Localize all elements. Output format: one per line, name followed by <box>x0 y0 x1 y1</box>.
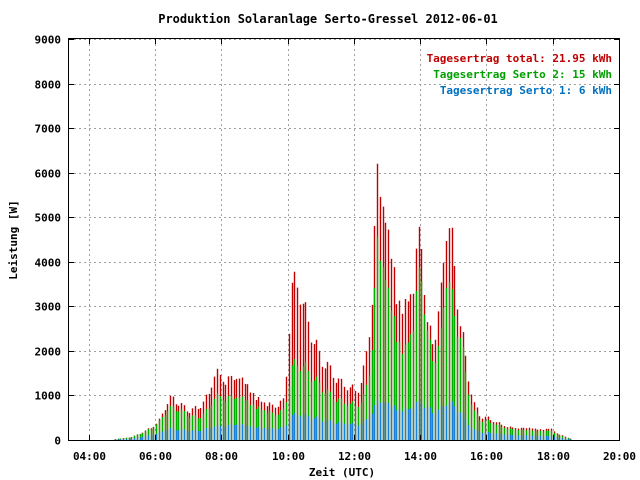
legend-entry: Tagesertrag total: 21.95 kWh <box>427 52 612 65</box>
y-tick-label: 7000 <box>35 123 62 136</box>
y-tick-label: 3000 <box>35 301 62 314</box>
x-tick-label: 20:00 <box>603 450 636 463</box>
x-tick-label: 16:00 <box>470 450 503 463</box>
x-tick-label: 10:00 <box>272 450 305 463</box>
x-axis-label: Zeit (UTC) <box>309 466 375 479</box>
bars <box>114 163 572 440</box>
x-tick-label: 18:00 <box>537 450 570 463</box>
plot-frame <box>68 38 620 441</box>
y-tick-label: 5000 <box>35 212 62 225</box>
y-axis-label: Leistung [W] <box>7 200 20 279</box>
x-tick-label: 14:00 <box>404 450 437 463</box>
y-tick-label: 4000 <box>35 257 62 270</box>
axis-ticks: 04:00 06:00 08:00 10:00 12:00 14:00 16:00 18:00… <box>35 34 637 464</box>
chart-title: Produktion Solaranlage Serto-Gressel 201… <box>158 12 498 26</box>
y-tick-label: 2000 <box>35 346 62 359</box>
x-tick-label: 12:00 <box>338 450 371 463</box>
legend-entry: Tagesertrag Serto 1: 6 kWh <box>440 84 612 97</box>
y-tick-label: 0 <box>54 435 61 448</box>
y-tick-label: 1000 <box>35 390 62 403</box>
x-tick-label: 06:00 <box>139 450 172 463</box>
x-tick-label: 08:00 <box>205 450 238 463</box>
y-tick-label: 6000 <box>35 168 62 181</box>
legend-entry: Tagesertrag Serto 2: 15 kWh <box>433 68 612 81</box>
y-tick-label: 9000 <box>35 34 62 47</box>
y-tick-label: 8000 <box>35 79 62 92</box>
x-tick-label: 04:00 <box>73 450 106 463</box>
legend: Tagesertrag total: 21.95 kWh Tagesertrag … <box>427 52 612 97</box>
